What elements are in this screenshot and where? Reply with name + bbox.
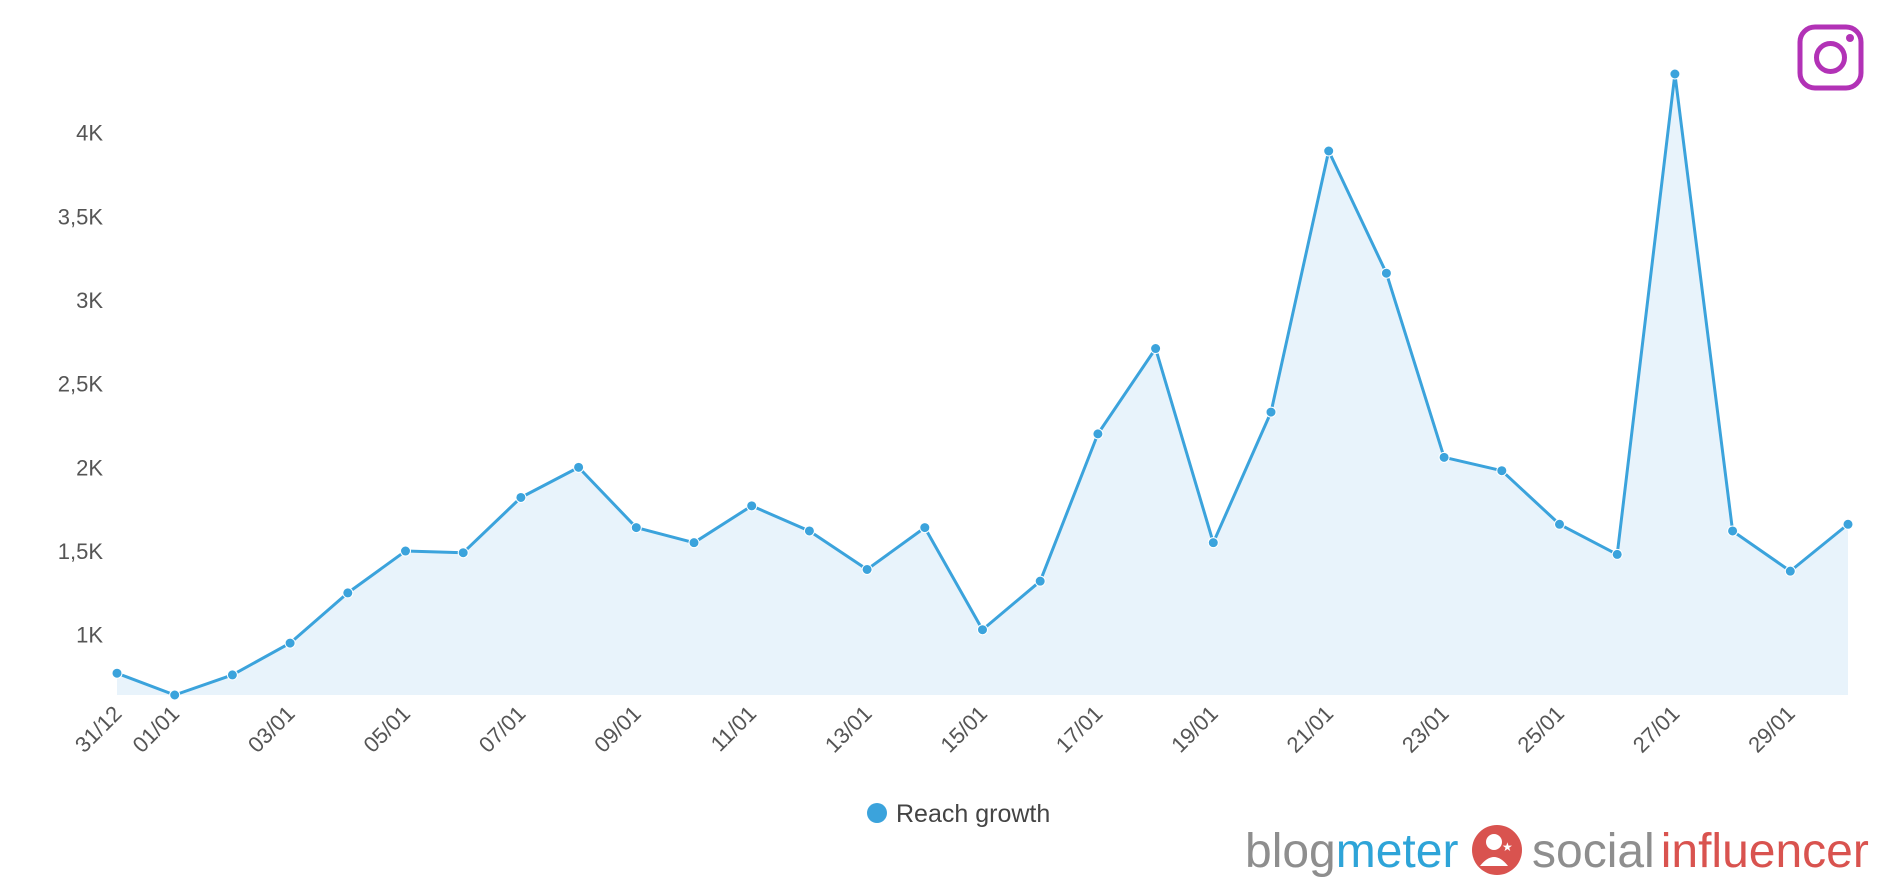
data-point[interactable] xyxy=(1496,465,1508,477)
data-point[interactable] xyxy=(1842,518,1854,530)
x-tick-label: 13/01 xyxy=(820,701,877,758)
y-tick-label: 1,5K xyxy=(58,539,104,564)
data-point[interactable] xyxy=(1554,518,1565,530)
legend[interactable]: Reach growth xyxy=(867,800,1050,828)
social-influencer-logo: social influencer xyxy=(1532,825,1869,878)
x-tick-label: 07/01 xyxy=(474,701,531,758)
y-tick-label: 2K xyxy=(76,455,103,480)
data-point[interactable] xyxy=(1784,565,1796,577)
data-point[interactable] xyxy=(1150,343,1162,355)
data-point[interactable] xyxy=(1092,428,1104,440)
legend-label: Reach growth xyxy=(896,800,1050,828)
x-tick-label: 31/12 xyxy=(70,701,127,758)
y-tick-label: 2,5K xyxy=(58,372,104,397)
data-point[interactable] xyxy=(400,545,411,557)
social-text: social xyxy=(1532,825,1655,878)
y-axis: 1K 1,5K 2K 2,5K 3K 3,5K 4K xyxy=(58,121,104,648)
data-point[interactable] xyxy=(861,563,873,575)
data-point[interactable] xyxy=(1669,68,1681,80)
data-point[interactable] xyxy=(1380,267,1392,279)
y-tick-label: 1K xyxy=(76,623,103,648)
data-point[interactable] xyxy=(746,500,758,512)
data-point[interactable] xyxy=(1727,525,1739,537)
x-tick-label: 15/01 xyxy=(935,701,992,758)
data-point[interactable] xyxy=(919,522,931,534)
x-tick-label: 29/01 xyxy=(1743,701,1800,758)
data-point[interactable] xyxy=(169,689,181,701)
data-point[interactable] xyxy=(515,491,527,503)
data-point[interactable] xyxy=(1438,451,1450,463)
reach-growth-area xyxy=(117,74,1848,695)
data-point[interactable] xyxy=(1207,537,1219,549)
x-axis: 31/12 01/01 03/01 05/01 07/01 09/01 11/01 13/01… xyxy=(70,701,1800,758)
x-tick-label: 19/01 xyxy=(1166,701,1223,758)
blogmeter-blog-text: blog xyxy=(1245,825,1336,878)
influencer-text: influencer xyxy=(1661,825,1869,878)
x-tick-label: 05/01 xyxy=(358,701,415,758)
data-point[interactable] xyxy=(977,624,988,636)
y-tick-label: 3,5K xyxy=(58,204,104,229)
data-point[interactable] xyxy=(1034,575,1046,587)
data-point[interactable] xyxy=(111,667,123,679)
data-point[interactable] xyxy=(1323,145,1335,157)
blogmeter-logo: blogmeter xyxy=(1245,825,1458,878)
data-point[interactable] xyxy=(226,669,238,681)
legend-marker xyxy=(867,803,887,823)
x-tick-label: 11/01 xyxy=(706,701,761,756)
data-point[interactable] xyxy=(573,461,585,473)
blogmeter-meter-text: meter xyxy=(1336,825,1459,878)
svg-text:★: ★ xyxy=(1502,840,1513,854)
plot-area xyxy=(111,68,1854,701)
data-point[interactable] xyxy=(803,525,815,537)
x-tick-label: 01/01 xyxy=(128,701,185,758)
x-tick-label: 09/01 xyxy=(589,701,646,758)
y-tick-label: 4K xyxy=(76,121,103,146)
data-point[interactable] xyxy=(1611,548,1623,560)
data-point[interactable] xyxy=(457,547,469,559)
x-tick-label: 17/01 xyxy=(1051,701,1108,758)
data-point[interactable] xyxy=(630,522,642,534)
data-point[interactable] xyxy=(284,637,296,649)
data-point[interactable] xyxy=(688,537,700,549)
x-tick-label: 21/01 xyxy=(1282,701,1339,758)
y-tick-label: 3K xyxy=(76,288,103,313)
x-tick-label: 27/01 xyxy=(1628,701,1685,758)
data-point[interactable] xyxy=(342,587,354,599)
data-points xyxy=(111,68,1854,701)
data-point[interactable] xyxy=(1265,406,1277,418)
x-tick-label: 23/01 xyxy=(1397,701,1454,758)
instagram-icon xyxy=(1797,24,1864,91)
x-tick-label: 25/01 xyxy=(1512,701,1569,758)
x-tick-label: 03/01 xyxy=(243,701,300,758)
branding: blogmeter ★ social influencer xyxy=(1245,825,1869,878)
person-star-icon: ★ xyxy=(1472,825,1522,875)
